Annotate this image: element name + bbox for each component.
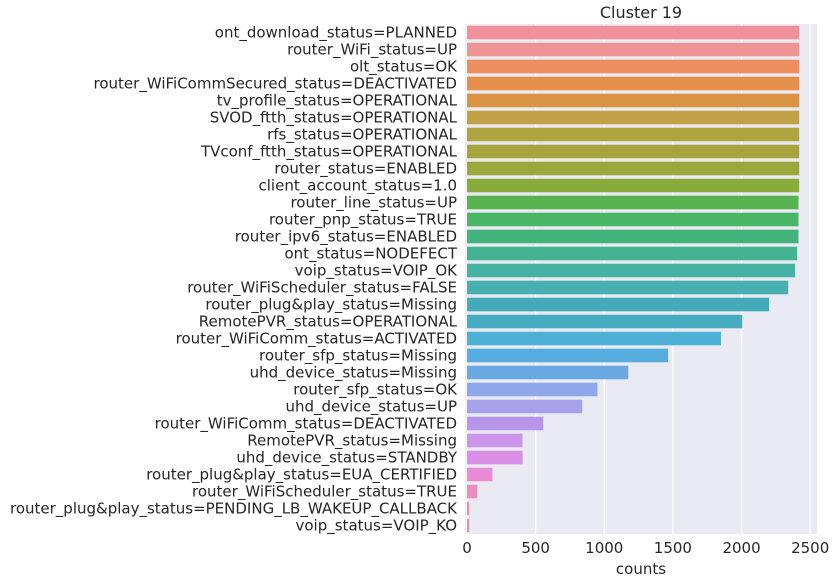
category-label: olt_status=OK xyxy=(350,58,458,77)
bar xyxy=(467,348,669,363)
bar xyxy=(467,263,796,278)
category-label: router_plug&play_status=PENDING_LB_WAKEU… xyxy=(10,500,458,519)
category-label: client_account_status=1.0 xyxy=(259,177,457,196)
category-label: SVOD_ftth_status=OPERATIONAL xyxy=(210,109,458,128)
category-label: ont_status=NODEFECT xyxy=(284,245,457,264)
bar xyxy=(467,450,523,465)
category-label: router_WiFiComm_status=DEACTIVATED xyxy=(155,415,457,434)
bar xyxy=(467,144,800,159)
x-tick-label: 2500 xyxy=(791,539,829,557)
bar xyxy=(467,280,789,295)
bar xyxy=(467,416,544,431)
bars xyxy=(467,25,800,533)
bar xyxy=(467,518,470,533)
bar xyxy=(467,195,799,210)
category-label: router_WiFiComm_status=ACTIVATED xyxy=(176,330,457,349)
category-label: TVconf_ftth_status=OPERATIONAL xyxy=(200,143,458,162)
gridlines xyxy=(466,24,811,534)
category-label: voip_status=VOIP_OK xyxy=(295,262,458,281)
bar xyxy=(467,297,769,312)
category-label: router_sfp_status=OK xyxy=(293,381,458,400)
category-label: router_pnp_status=TRUE xyxy=(269,211,457,230)
bar xyxy=(467,25,800,40)
x-tick-label: 0 xyxy=(462,539,472,557)
category-label: ont_download_status=PLANNED xyxy=(215,24,457,43)
category-label: router_WiFiScheduler_status=TRUE xyxy=(192,483,457,502)
bar xyxy=(467,110,800,125)
bar xyxy=(467,382,598,397)
bar xyxy=(467,501,470,516)
bar xyxy=(467,178,800,193)
category-label: voip_status=VOIP_KO xyxy=(296,517,458,536)
x-tick-label: 1500 xyxy=(654,539,692,557)
x-tick-label: 2000 xyxy=(722,539,760,557)
x-tick-label: 500 xyxy=(521,539,550,557)
plot-background xyxy=(465,24,817,534)
category-label: router_sfp_status=Missing xyxy=(259,347,457,366)
category-label: router_line_status=UP xyxy=(290,194,457,213)
category-label: RemotePVR_status=Missing xyxy=(247,432,457,451)
bar xyxy=(467,314,743,329)
bar xyxy=(467,246,798,261)
category-label: router_WiFi_status=UP xyxy=(287,41,457,60)
chart-title: Cluster 19 xyxy=(600,3,682,22)
bar xyxy=(467,229,799,244)
bar xyxy=(467,331,721,346)
bar xyxy=(467,42,800,57)
category-label: router_WiFiScheduler_status=FALSE xyxy=(187,279,457,298)
bar xyxy=(467,467,493,482)
bar xyxy=(467,76,800,91)
bar xyxy=(467,212,799,227)
category-label: router_status=ENABLED xyxy=(274,160,457,179)
category-labels: ont_download_status=PLANNEDrouter_WiFi_s… xyxy=(10,24,458,536)
category-label: router_plug&play_status=Missing xyxy=(205,296,457,315)
category-label: uhd_device_status=UP xyxy=(286,398,458,417)
bar xyxy=(467,93,800,108)
category-label: uhd_device_status=STANDBY xyxy=(236,449,457,468)
category-label: tv_profile_status=OPERATIONAL xyxy=(217,92,458,111)
category-label: rfs_status=OPERATIONAL xyxy=(267,126,458,145)
bar xyxy=(467,433,523,448)
bar xyxy=(467,127,800,142)
category-label: router_WiFiCommSecured_status=DEACTIVATE… xyxy=(94,75,457,94)
bar xyxy=(467,399,583,414)
category-label: RemotePVR_status=OPERATIONAL xyxy=(199,313,458,332)
category-label: router_ipv6_status=ENABLED xyxy=(235,228,457,247)
x-tick-labels: 0 500 1000 1500 2000 2500 xyxy=(462,539,829,557)
bar xyxy=(467,59,800,74)
x-tick-label: 1000 xyxy=(585,539,623,557)
bar xyxy=(467,484,478,499)
category-label: uhd_device_status=Missing xyxy=(250,364,457,383)
bar xyxy=(467,161,800,176)
x-axis-label: counts xyxy=(616,560,666,578)
bar xyxy=(467,365,629,380)
category-label: router_plug&play_status=EUA_CERTIFIED xyxy=(146,466,457,485)
